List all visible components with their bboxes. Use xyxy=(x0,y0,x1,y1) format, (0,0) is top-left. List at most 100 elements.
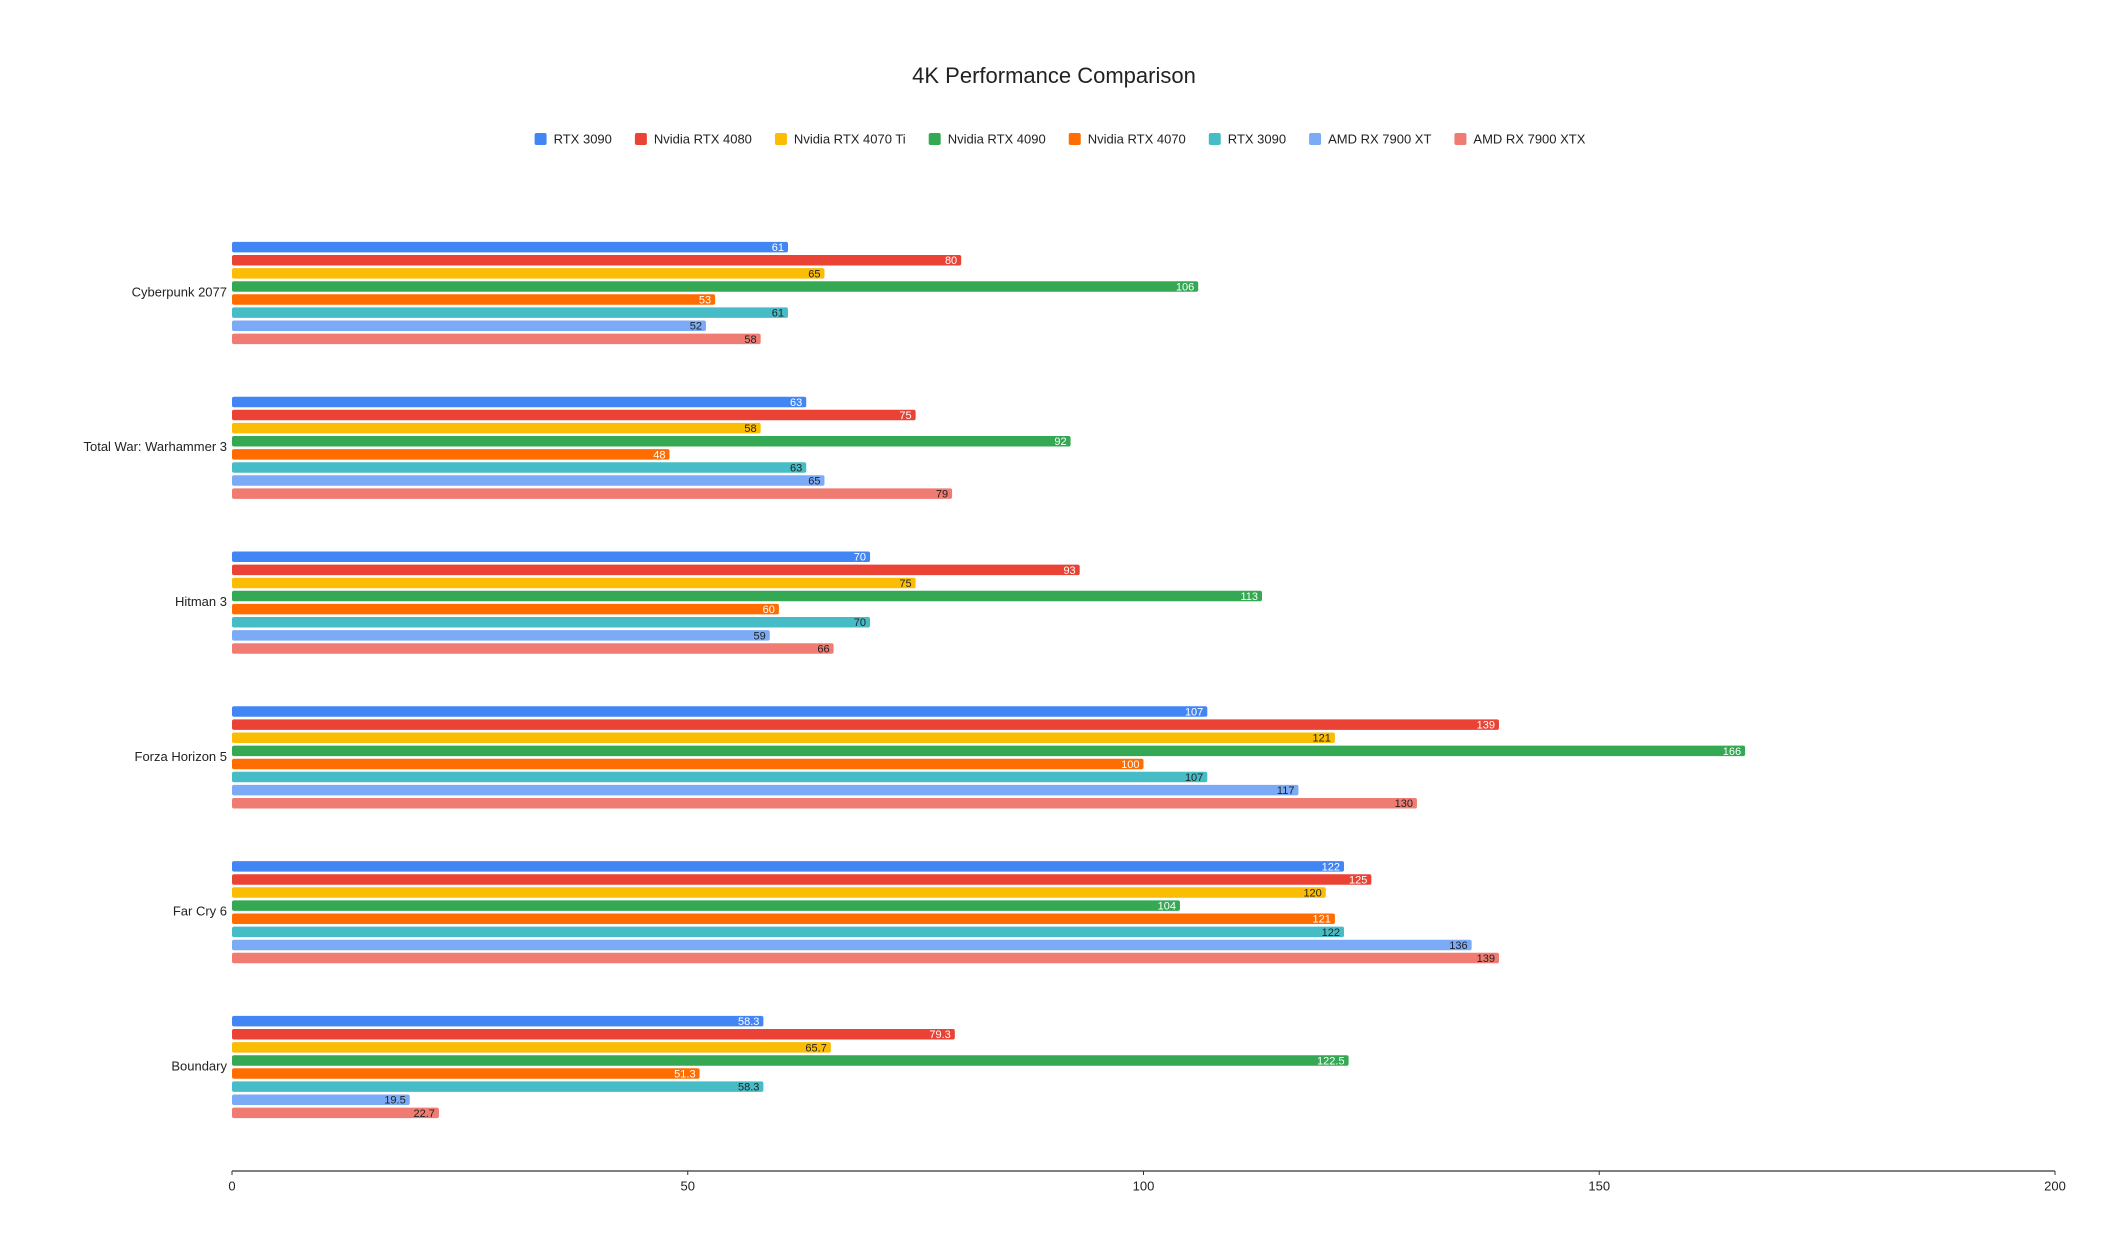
legend-swatch xyxy=(1068,133,1081,145)
bar xyxy=(232,577,916,589)
legend-label: RTX 3090 xyxy=(554,131,612,146)
legend-item: Nvidia RTX 4070 Ti xyxy=(774,131,906,146)
bar xyxy=(232,952,1499,964)
bar xyxy=(232,1094,410,1105)
bar xyxy=(232,926,1345,938)
bar xyxy=(232,255,962,266)
value-label: 65 xyxy=(808,475,820,487)
bar xyxy=(232,798,1417,809)
bar xyxy=(232,241,789,253)
value-label: 75 xyxy=(899,410,911,422)
bar xyxy=(232,861,1345,872)
value-label: 120 xyxy=(1303,887,1321,899)
bar xyxy=(232,488,953,499)
bar xyxy=(232,1055,1349,1066)
legend-swatch xyxy=(774,133,787,145)
bar xyxy=(232,603,779,615)
x-tick-label: 50 xyxy=(681,1178,695,1193)
value-label: 107 xyxy=(1185,772,1203,784)
bar xyxy=(232,436,1071,447)
legend-item: Nvidia RTX 4080 xyxy=(634,131,752,146)
value-label: 58.3 xyxy=(738,1082,759,1094)
bar xyxy=(232,449,670,460)
bar xyxy=(232,396,807,408)
legend-item: Nvidia RTX 4090 xyxy=(928,131,1046,146)
value-label: 58 xyxy=(744,423,756,435)
bar xyxy=(232,784,1299,796)
bar xyxy=(232,939,1472,951)
bar xyxy=(232,1081,764,1092)
value-label: 48 xyxy=(653,449,665,461)
value-label: 122 xyxy=(1322,927,1340,939)
value-label: 52 xyxy=(690,321,702,333)
value-label: 63 xyxy=(790,462,802,474)
value-label: 53 xyxy=(699,294,711,306)
legend-label: Nvidia RTX 4080 xyxy=(654,131,752,146)
value-label: 107 xyxy=(1185,706,1203,718)
bar xyxy=(232,643,834,654)
bar xyxy=(232,564,1080,576)
bar xyxy=(232,1068,700,1079)
bar xyxy=(232,1029,955,1040)
value-label: 104 xyxy=(1158,901,1176,913)
bar xyxy=(232,475,825,486)
bar xyxy=(232,758,1144,770)
bar xyxy=(232,551,871,562)
y-tick-label: Far Cry 6 xyxy=(173,904,227,919)
bar xyxy=(232,294,716,305)
bar xyxy=(232,617,871,628)
bar xyxy=(232,268,825,279)
bar xyxy=(232,1015,764,1027)
value-label: 51.3 xyxy=(674,1068,695,1080)
value-label: 92 xyxy=(1054,436,1066,448)
value-label: 60 xyxy=(763,604,775,616)
legend-item: RTX 3090 xyxy=(1208,131,1286,146)
bar xyxy=(232,900,1180,911)
value-label: 121 xyxy=(1313,914,1331,926)
bar xyxy=(232,630,770,641)
value-label: 61 xyxy=(772,242,784,254)
bar xyxy=(232,887,1326,898)
value-label: 122.5 xyxy=(1317,1055,1345,1067)
x-tick-label: 0 xyxy=(228,1178,235,1193)
legend-label: AMD RX 7900 XT xyxy=(1328,131,1431,146)
bar xyxy=(232,745,1746,757)
bar xyxy=(232,462,807,473)
legend-swatch xyxy=(534,133,547,145)
legend-label: Nvidia RTX 4090 xyxy=(948,131,1046,146)
value-label: 136 xyxy=(1449,940,1467,952)
bar xyxy=(232,590,1262,602)
legend-item: AMD RX 7900 XT xyxy=(1309,131,1431,146)
y-tick-label: Cyberpunk 2077 xyxy=(132,284,227,299)
legend-label: Nvidia RTX 4070 Ti xyxy=(794,131,906,146)
value-label: 100 xyxy=(1121,759,1139,771)
x-tick-label: 200 xyxy=(2044,1178,2066,1193)
bar xyxy=(232,307,789,318)
value-label: 19.5 xyxy=(384,1095,405,1107)
bar xyxy=(232,719,1499,730)
bar xyxy=(232,771,1208,783)
legend-label: RTX 3090 xyxy=(1228,131,1286,146)
value-label: 122 xyxy=(1322,861,1340,873)
y-tick-label: Boundary xyxy=(171,1058,227,1073)
value-label: 106 xyxy=(1176,281,1194,293)
bar xyxy=(232,281,1199,292)
bar xyxy=(232,422,761,434)
legend-swatch xyxy=(1309,133,1322,145)
bar xyxy=(232,1107,439,1119)
bar xyxy=(232,333,761,345)
legend-item: AMD RX 7900 XTX xyxy=(1454,131,1586,146)
value-label: 63 xyxy=(790,397,802,409)
value-label: 59 xyxy=(754,630,766,642)
chart-title: 4K Performance Comparison xyxy=(912,63,1196,88)
value-label: 139 xyxy=(1477,720,1495,732)
value-label: 130 xyxy=(1395,798,1413,810)
x-tick-label: 150 xyxy=(1588,1178,1610,1193)
value-label: 65.7 xyxy=(805,1042,826,1054)
value-label: 58 xyxy=(744,334,756,346)
bar xyxy=(232,732,1335,743)
bar xyxy=(232,913,1335,924)
value-label: 79.3 xyxy=(929,1029,950,1041)
x-tick-label: 100 xyxy=(1133,1178,1155,1193)
legend-item: RTX 3090 xyxy=(534,131,612,146)
